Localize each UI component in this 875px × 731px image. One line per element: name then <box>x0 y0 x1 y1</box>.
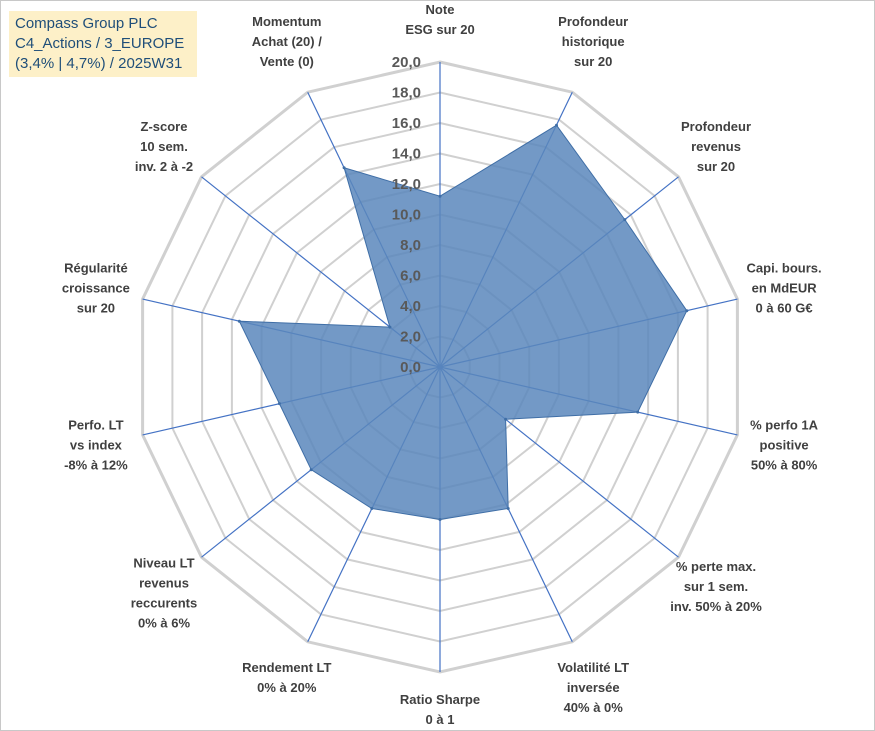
tick-label-6: 12,0 <box>392 176 421 193</box>
axis-label-7-line-2: inversée <box>567 680 620 695</box>
info-box-line-1: Compass Group PLC <box>15 15 158 32</box>
tick-label-3: 6,0 <box>400 268 421 285</box>
axis-label-3: Profondeur revenus sur 20 <box>681 119 751 174</box>
data-point-3 <box>623 218 627 222</box>
tick-label-9: 18,0 <box>392 85 421 102</box>
tick-label-1: 2,0 <box>400 329 421 346</box>
info-box: Compass Group PLC C4_Actions / 3_EUROPE … <box>9 11 197 77</box>
axis-label-12-line-1: Régularité <box>64 261 128 276</box>
axis-label-8-line-1: Ratio Sharpe <box>400 692 480 707</box>
axis-label-5: % perfo 1A positive 50% à 80% <box>750 418 819 473</box>
data-point-12 <box>237 319 241 323</box>
axis-label-14-line-2: Achat (20) / <box>252 34 322 49</box>
tick-label-8: 16,0 <box>392 115 421 132</box>
tick-label-10: 20,0 <box>392 54 421 71</box>
axis-label-6-line-1: % perte max. <box>676 559 756 574</box>
axis-label-10-line-3: reccurents <box>131 595 197 610</box>
data-point-7 <box>506 507 510 510</box>
data-point-14 <box>342 166 346 170</box>
data-point-5 <box>636 410 640 414</box>
axis-label-5-line-2: positive <box>760 438 809 453</box>
axis-label-12: Régularité croissance sur 20 <box>62 261 130 316</box>
axis-label-7-line-3: 40% à 0% <box>564 700 624 715</box>
axis-label-2-line-2: historique <box>562 34 625 49</box>
axis-label-11-line-3: -8% à 12% <box>64 458 128 473</box>
axis-label-9-line-1: Rendement LT <box>242 660 331 675</box>
axis-label-3-line-3: sur 20 <box>697 159 735 174</box>
tick-label-0: 0,0 <box>400 359 421 376</box>
axis-label-1-line-2: ESG sur 20 <box>405 22 474 37</box>
radar-tick-labels: 0,0 2,0 4,0 6,0 8,0 10,0 12,0 14,0 16,0 18,0 20,0 <box>392 54 421 376</box>
axis-label-14-line-3: Vente (0) <box>260 54 314 69</box>
axis-label-7-line-1: Volatilité LT <box>557 660 629 675</box>
axis-label-7: Volatilité LT inversée 40% à 0% <box>557 660 629 715</box>
axis-label-10: Niveau LT revenus reccurents 0% à 6% <box>131 555 197 630</box>
info-box-line-3: (3,4% | 4,7%) / 2025W31 <box>15 55 183 72</box>
axis-label-11-line-2: vs index <box>70 438 123 453</box>
axis-label-14-line-1: Momentum <box>252 14 321 29</box>
axis-label-4-line-3: 0 à 60 G€ <box>756 301 813 316</box>
axis-label-10-line-4: 0% à 6% <box>138 615 190 630</box>
tick-label-7: 14,0 <box>392 146 421 163</box>
axis-label-6-line-3: inv. 50% à 20% <box>670 599 762 614</box>
axis-label-11-line-1: Perfo. LT <box>68 418 123 433</box>
axis-label-9: Rendement LT 0% à 20% <box>242 660 331 695</box>
data-point-9 <box>370 507 374 510</box>
radar-series <box>237 123 689 521</box>
info-box-line-2: C4_Actions / 3_EUROPE <box>15 35 185 52</box>
data-point-10 <box>309 468 313 472</box>
data-point-4 <box>685 309 689 313</box>
axis-label-13-line-3: inv. 2 à -2 <box>135 159 193 174</box>
axis-label-12-line-2: croissance <box>62 281 130 296</box>
axis-label-5-line-1: % perfo 1A <box>750 418 819 433</box>
tick-label-4: 8,0 <box>400 237 421 254</box>
data-point-11 <box>277 402 281 406</box>
axis-label-5-line-3: 50% à 80% <box>751 458 818 473</box>
radar-axis-labels: Note ESG sur 20 Profondeur historique sur 20… <box>62 2 822 727</box>
axis-label-8-line-2: 0 à 1 <box>426 712 455 727</box>
series-area <box>238 124 688 521</box>
axis-label-10-line-2: revenus <box>139 575 189 590</box>
axis-label-1: Note ESG sur 20 <box>405 2 474 37</box>
axis-label-13-line-1: Z-score <box>141 119 188 134</box>
axis-label-4-line-2: en MdEUR <box>752 281 818 296</box>
axis-label-3-line-2: revenus <box>691 139 741 154</box>
axis-label-6: % perte max. sur 1 sem. inv. 50% à 20% <box>670 559 762 614</box>
axis-label-1-line-1: Note <box>426 2 455 17</box>
axis-label-13: Z-score 10 sem. inv. 2 à -2 <box>135 119 193 174</box>
data-point-13 <box>388 325 392 329</box>
axis-label-13-line-2: 10 sem. <box>140 139 188 154</box>
axis-label-4-line-1: Capi. bours. <box>747 261 822 276</box>
tick-label-2: 4,0 <box>400 298 421 315</box>
axis-label-10-line-1: Niveau LT <box>133 555 194 570</box>
axis-label-11: Perfo. LT vs index -8% à 12% <box>64 418 128 473</box>
data-point-8 <box>438 518 442 521</box>
axis-label-8: Ratio Sharpe 0 à 1 <box>400 692 480 727</box>
axis-label-6-line-2: sur 1 sem. <box>684 579 748 594</box>
axis-label-9-line-2: 0% à 20% <box>257 680 317 695</box>
axis-label-14: Momentum Achat (20) / Vente (0) <box>252 14 322 69</box>
axis-label-2-line-3: sur 20 <box>574 54 612 69</box>
data-point-6 <box>504 417 508 421</box>
axis-label-12-line-3: sur 20 <box>77 301 115 316</box>
axis-label-3-line-1: Profondeur <box>681 119 751 134</box>
axis-label-4: Capi. bours. en MdEUR 0 à 60 G€ <box>747 261 822 316</box>
tick-label-5: 10,0 <box>392 207 421 224</box>
axis-label-2: Profondeur historique sur 20 <box>558 14 628 69</box>
data-point-2 <box>555 123 558 127</box>
data-point-1 <box>438 194 442 198</box>
axis-label-2-line-1: Profondeur <box>558 14 628 29</box>
